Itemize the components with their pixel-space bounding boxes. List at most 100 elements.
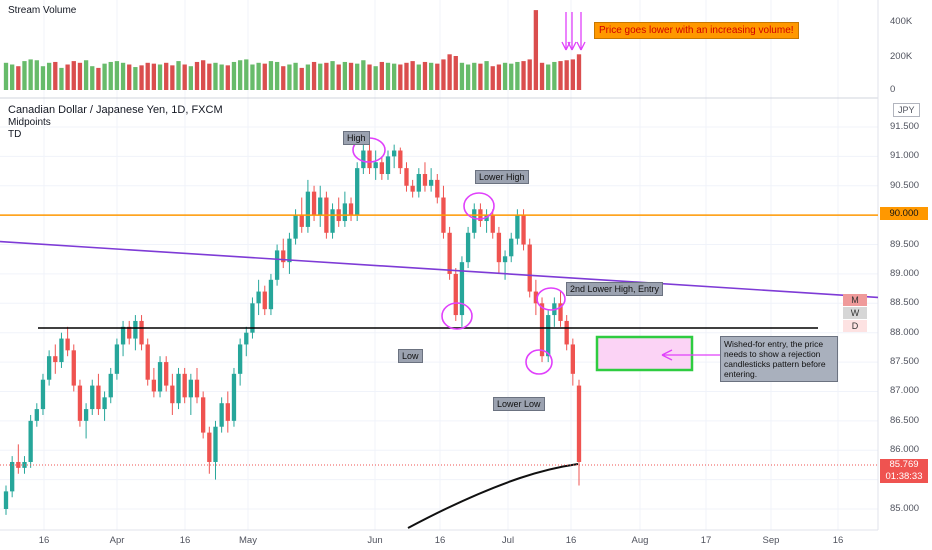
volume-bar xyxy=(484,61,489,90)
candle-body xyxy=(170,385,175,404)
volume-bar xyxy=(244,59,249,90)
candle-body xyxy=(342,203,348,222)
volume-bar xyxy=(201,60,206,90)
candle-body xyxy=(564,320,569,345)
volume-bar xyxy=(10,64,15,90)
volume-bar xyxy=(465,64,471,90)
candle-body xyxy=(453,273,458,316)
candle-body xyxy=(379,162,384,175)
volume-bar xyxy=(22,61,27,90)
volume-bar xyxy=(293,62,298,90)
volume-bar xyxy=(336,64,341,90)
time-tick-label: 16 xyxy=(38,535,50,546)
volume-bar xyxy=(472,62,477,90)
annotation-lower-high: Lower High xyxy=(475,170,529,184)
volume-bar xyxy=(194,61,200,90)
volume-bar xyxy=(570,59,575,90)
volume-bar xyxy=(46,62,52,90)
volume-bar xyxy=(361,60,366,90)
candle-body xyxy=(533,291,539,304)
volume-bar xyxy=(77,62,83,90)
candle-body xyxy=(262,291,267,310)
level-price-tag: 90.000 xyxy=(880,207,928,220)
candle-body xyxy=(274,250,280,280)
candle-body xyxy=(53,356,58,363)
volume-bar xyxy=(90,66,95,90)
candlesticks xyxy=(3,144,582,515)
volume-bar xyxy=(355,63,360,90)
annotation-second-lower-high: 2nd Lower High, Entry xyxy=(566,282,664,296)
volume-bar xyxy=(385,62,391,90)
candle-body xyxy=(90,385,95,410)
trend-line xyxy=(0,240,879,299)
candle-body xyxy=(428,179,434,186)
candle-body xyxy=(496,232,502,263)
candle-body xyxy=(447,232,452,274)
candle-body xyxy=(139,320,144,345)
candle-body xyxy=(237,344,243,374)
period-button-d[interactable]: D xyxy=(843,320,867,332)
volume-bar xyxy=(330,61,335,90)
candle-body xyxy=(459,262,465,316)
candle-body xyxy=(435,179,440,198)
countdown-tag: 01:38:33 xyxy=(880,471,928,483)
candle-body xyxy=(293,215,298,239)
volume-bar xyxy=(576,54,582,90)
price-tick-label: 89.000 xyxy=(890,267,920,279)
candle-body xyxy=(65,338,70,351)
candle-body xyxy=(108,373,113,398)
price-tick-label: 89.500 xyxy=(890,238,920,250)
volume-bar xyxy=(225,65,230,90)
candle-body xyxy=(268,279,274,310)
volume-bar xyxy=(496,64,502,90)
volume-arrow-head xyxy=(567,41,577,51)
candle-body xyxy=(77,385,83,421)
entry-arrow-head xyxy=(661,349,673,361)
candle-body xyxy=(410,185,415,192)
price-tick-label: 88.000 xyxy=(890,326,920,338)
candle-body xyxy=(225,403,230,421)
volume-bar xyxy=(509,63,514,90)
volume-bar xyxy=(453,56,458,90)
candle-body xyxy=(120,326,126,345)
candle-body xyxy=(515,215,520,239)
volume-bar xyxy=(176,61,181,90)
volume-bar xyxy=(139,65,144,90)
volume-bar xyxy=(490,66,495,90)
volume-bar xyxy=(127,64,132,90)
volume-bar xyxy=(367,64,372,90)
candle-body xyxy=(71,350,76,386)
volume-bar xyxy=(53,61,58,90)
volume-bar xyxy=(515,61,520,90)
volume-bar xyxy=(170,65,175,90)
volume-bar xyxy=(34,60,39,90)
candle-body xyxy=(465,232,471,263)
volume-bar xyxy=(416,64,421,90)
volume-bar xyxy=(108,61,113,90)
volume-bar xyxy=(564,60,569,90)
chart-overlays xyxy=(0,12,879,529)
price-tick-label: 91.500 xyxy=(890,121,920,132)
volume-bar xyxy=(521,61,526,90)
candle-body xyxy=(373,162,378,169)
period-button-m[interactable]: M xyxy=(843,294,867,306)
candle-body xyxy=(250,303,255,333)
time-tick-label: 16 xyxy=(832,535,844,546)
grid-lines xyxy=(0,0,878,530)
price-tick-label: 86.000 xyxy=(890,444,920,456)
currency-button[interactable]: JPY xyxy=(893,103,920,117)
time-tick-label: Sep xyxy=(762,535,780,546)
volume-bar xyxy=(552,61,557,90)
subtitle-midpoints: Midpoints xyxy=(8,117,51,128)
volume-bar xyxy=(422,61,428,90)
volume-bar xyxy=(539,62,545,90)
candle-body xyxy=(355,168,360,216)
volume-bar xyxy=(151,63,157,90)
volume-bar xyxy=(546,64,551,90)
candle-body xyxy=(182,373,187,398)
volume-bar xyxy=(120,62,126,90)
candle-body xyxy=(287,238,292,263)
period-button-w[interactable]: W xyxy=(843,307,867,319)
volume-bar xyxy=(373,66,378,90)
